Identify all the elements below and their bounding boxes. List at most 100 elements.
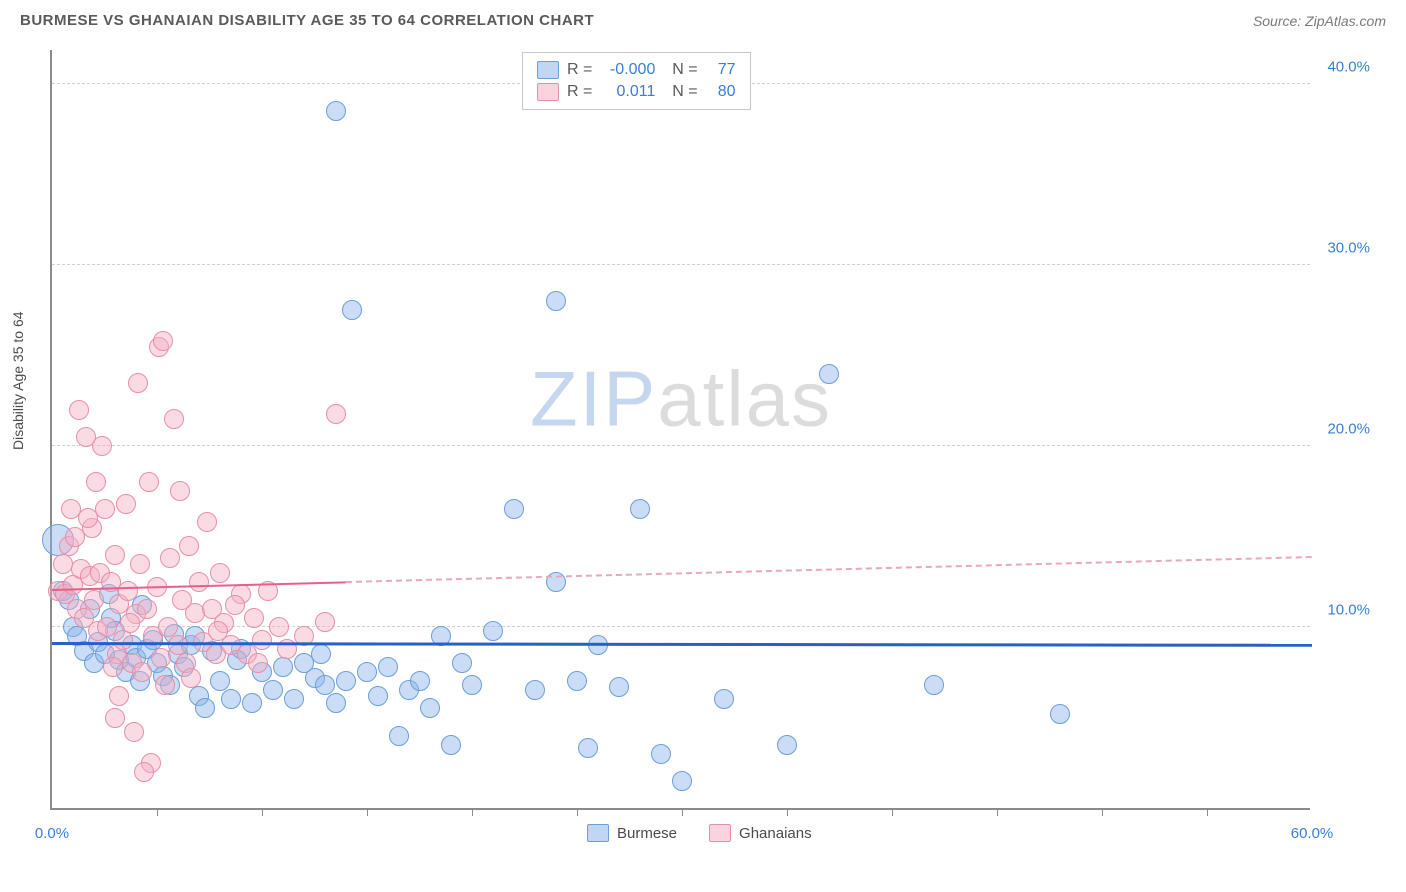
legend-label: Ghanaians: [739, 825, 812, 842]
data-point: [128, 373, 148, 393]
data-point: [86, 472, 106, 492]
data-point: [248, 653, 268, 673]
data-point: [116, 494, 136, 514]
data-point: [105, 545, 125, 565]
data-point: [263, 680, 283, 700]
legend-row: R = -0.000 N = 77: [537, 59, 736, 81]
legend-item: Ghanaians: [709, 824, 812, 842]
data-point: [609, 677, 629, 697]
data-point: [160, 548, 180, 568]
data-point: [244, 608, 264, 628]
plot-area: ZIPatlas R =-0.000 N =77R =0.011 N =80 B…: [50, 50, 1310, 810]
data-point: [924, 675, 944, 695]
data-point: [525, 680, 545, 700]
data-point: [819, 364, 839, 384]
data-point: [389, 726, 409, 746]
legend-swatch: [537, 61, 559, 79]
x-tick: [1207, 808, 1208, 816]
gridline-h: [52, 626, 1310, 627]
data-point: [155, 675, 175, 695]
x-tick-label: 60.0%: [1291, 825, 1334, 842]
data-point: [284, 689, 304, 709]
x-tick: [472, 808, 473, 816]
x-tick: [787, 808, 788, 816]
gridline-h: [52, 445, 1310, 446]
data-point: [326, 404, 346, 424]
stat-r-label: R =: [567, 83, 592, 101]
data-point: [269, 617, 289, 637]
x-tick: [577, 808, 578, 816]
stat-n-label: N =: [663, 83, 697, 101]
source-attribution: Source: ZipAtlas.com: [1253, 13, 1386, 29]
data-point: [210, 563, 230, 583]
x-tick: [1102, 808, 1103, 816]
data-point: [139, 472, 159, 492]
watermark-atlas: atlas: [657, 354, 832, 442]
data-point: [197, 512, 217, 532]
data-point: [315, 612, 335, 632]
data-point: [132, 662, 152, 682]
data-point: [103, 657, 123, 677]
data-point: [368, 686, 388, 706]
y-tick-label: 30.0%: [1327, 240, 1370, 257]
stat-r-label: R =: [567, 61, 592, 79]
data-point: [546, 291, 566, 311]
data-point: [273, 657, 293, 677]
data-point: [378, 657, 398, 677]
data-point: [326, 693, 346, 713]
data-point: [336, 671, 356, 691]
data-point: [357, 662, 377, 682]
stat-n-label: N =: [663, 61, 697, 79]
data-point: [441, 735, 461, 755]
stat-n-value: 77: [706, 61, 736, 79]
legend-swatch: [709, 824, 731, 842]
data-point: [420, 698, 440, 718]
watermark: ZIPatlas: [530, 353, 832, 444]
data-point: [105, 708, 125, 728]
data-point: [84, 590, 104, 610]
data-point: [170, 481, 190, 501]
data-point: [462, 675, 482, 695]
x-tick: [997, 808, 998, 816]
gridline-h: [52, 264, 1310, 265]
y-tick-label: 40.0%: [1327, 59, 1370, 76]
data-point: [410, 671, 430, 691]
data-point: [124, 722, 144, 742]
data-point: [567, 671, 587, 691]
chart-title: BURMESE VS GHANAIAN DISABILITY AGE 35 TO…: [20, 12, 594, 29]
data-point: [208, 621, 228, 641]
data-point: [714, 689, 734, 709]
trend-line-ghanaians-dash: [346, 556, 1312, 583]
data-point: [189, 572, 209, 592]
data-point: [195, 698, 215, 718]
data-point: [221, 689, 241, 709]
data-point: [153, 331, 173, 351]
data-point: [118, 581, 138, 601]
legend-swatch: [537, 83, 559, 101]
stat-r-value: -0.000: [600, 61, 655, 79]
data-point: [252, 630, 272, 650]
data-point: [672, 771, 692, 791]
data-point: [109, 686, 129, 706]
y-tick-label: 20.0%: [1327, 421, 1370, 438]
chart-container: ZIPatlas R =-0.000 N =77R =0.011 N =80 B…: [50, 50, 1350, 830]
data-point: [78, 508, 98, 528]
x-tick: [892, 808, 893, 816]
data-point: [578, 738, 598, 758]
data-point: [179, 536, 199, 556]
correlation-legend: R = -0.000 N = 77 R =0.011 N =80: [522, 52, 751, 110]
legend-row: R =0.011 N =80: [537, 81, 736, 103]
y-axis-label: Disability Age 35 to 64: [10, 311, 26, 450]
data-point: [483, 621, 503, 641]
legend-swatch: [587, 824, 609, 842]
data-point: [1050, 704, 1070, 724]
legend-label: Burmese: [617, 825, 677, 842]
data-point: [61, 499, 81, 519]
x-tick: [682, 808, 683, 816]
data-point: [164, 409, 184, 429]
data-point: [651, 744, 671, 764]
x-tick: [262, 808, 263, 816]
data-point: [181, 668, 201, 688]
x-tick-label: 0.0%: [35, 825, 69, 842]
data-point: [315, 675, 335, 695]
